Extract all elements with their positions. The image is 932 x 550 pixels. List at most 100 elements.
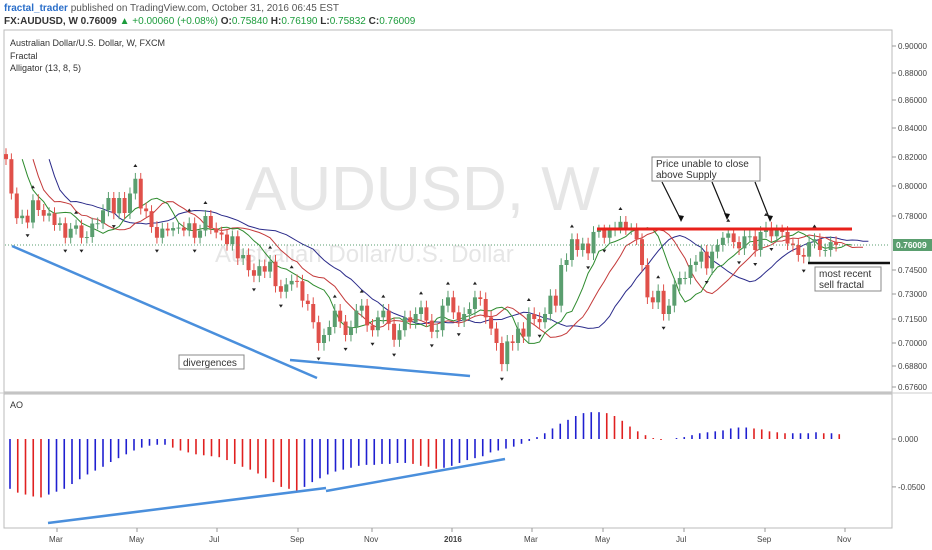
candle-body [47, 213, 52, 216]
candle-body [494, 328, 499, 343]
fractal-up-marker [332, 294, 337, 298]
candle-body [79, 225, 84, 238]
candle-body [246, 255, 251, 271]
candle-body [224, 234, 229, 245]
candle-body [435, 330, 440, 332]
fractal-down-marker [602, 249, 607, 253]
candle-body [516, 328, 521, 343]
time-tick-label: Nov [364, 535, 378, 544]
divergences-label: divergences [183, 358, 237, 369]
supply-note-line2: above Supply [656, 170, 717, 181]
candle-body [375, 317, 380, 331]
fractal-down-marker [111, 225, 116, 229]
ao-axis[interactable]: 0.000 -0.0500 [892, 435, 926, 492]
candle-body [661, 290, 666, 314]
candle-body [548, 295, 553, 314]
divergences-box[interactable] [178, 354, 245, 370]
sell-fractal-line2-text: sell fractal [819, 280, 864, 291]
open-label: O: [220, 16, 232, 27]
high-value: 0.76190 [281, 16, 318, 27]
candle-body [95, 223, 100, 225]
candle-body [828, 242, 833, 250]
time-axis[interactable]: Mar May Jul Sep Nov 2016 Mar May Jul Sep Nov [49, 528, 851, 544]
candle-body [111, 198, 116, 214]
candle-body [543, 314, 547, 323]
candle-body [715, 245, 720, 252]
candle-body [505, 341, 510, 365]
price-tick-label: 0.74500 [898, 266, 927, 275]
candle-body [580, 243, 585, 250]
ao-trendline-1 [47, 486, 327, 525]
candle-body [812, 239, 817, 243]
fractal-up-marker [30, 185, 35, 189]
candle-body [122, 198, 127, 213]
fractal-down-marker [456, 333, 461, 337]
candle-body [90, 223, 95, 238]
candle-body [41, 210, 46, 216]
ao-pane-frame [3, 393, 893, 529]
up-arrow-icon: ▲ [119, 16, 130, 27]
fractal-up-marker [381, 294, 386, 298]
legend-fractal: Fractal [10, 51, 38, 61]
time-tick-label: Jul [209, 535, 219, 544]
candle-body [483, 299, 488, 318]
price-tick-label: 0.88000 [898, 69, 927, 78]
candle-body [796, 245, 801, 255]
candle-body [20, 215, 25, 219]
candle-body [198, 230, 203, 238]
candle-body [289, 280, 294, 285]
fractal-up-marker [763, 212, 768, 216]
fractal-up-marker [289, 265, 294, 269]
candle-body [144, 208, 149, 212]
price-axis[interactable]: 0.90000 0.88000 0.86000 0.84000 0.82000 0.800… [892, 42, 927, 392]
time-tick-label: Jul [676, 535, 686, 544]
candle-body [187, 223, 192, 231]
candle-body [472, 297, 477, 309]
candle-body [693, 261, 698, 265]
price-tick-label: 0.78000 [898, 212, 927, 221]
price-tick-label: 0.67600 [898, 383, 927, 392]
candle-body [451, 297, 456, 313]
candle-body [68, 228, 73, 238]
candle-body [30, 200, 35, 223]
fractal-down-marker [586, 266, 591, 270]
candle-body [284, 284, 289, 292]
candle-body [278, 286, 283, 292]
candle-body [834, 242, 839, 245]
candle-body [74, 225, 79, 229]
candle-body [683, 278, 688, 279]
candle-body [489, 317, 494, 329]
candle-body [586, 243, 591, 254]
sell-fractal-box[interactable] [814, 266, 882, 292]
candle-body [149, 211, 154, 228]
candle-body [408, 317, 413, 323]
last-price: 0.76009 [80, 16, 117, 27]
candle-body [499, 343, 504, 365]
candle-body [656, 290, 661, 303]
candle-body [165, 228, 170, 231]
supply-note-box[interactable] [651, 156, 761, 182]
fractal-down-marker [370, 342, 375, 346]
time-tick-label: 2016 [444, 535, 462, 544]
close-value: 0.76009 [379, 16, 416, 27]
candle-body [365, 305, 370, 326]
candle-body [618, 221, 623, 228]
candle-body [801, 255, 806, 257]
candle-body [262, 266, 267, 272]
supply-arrowhead-1 [678, 215, 684, 222]
fractal-down-marker [79, 249, 84, 253]
author-link[interactable]: fractal_trader [4, 3, 68, 14]
high-label: H: [270, 16, 282, 27]
fractal-down-marker [753, 263, 758, 266]
candle-body [510, 341, 515, 343]
candle-body [640, 239, 645, 265]
alligator-lips-line [21, 159, 853, 344]
candle-body [36, 200, 41, 210]
candle-body [521, 328, 526, 337]
candle-body [219, 232, 224, 235]
candle-body [127, 193, 132, 213]
fractal-up-marker [472, 281, 477, 285]
price-tick-label: 0.84000 [898, 124, 927, 133]
chart-header: fractal_trader published on TradingView.… [0, 0, 932, 30]
